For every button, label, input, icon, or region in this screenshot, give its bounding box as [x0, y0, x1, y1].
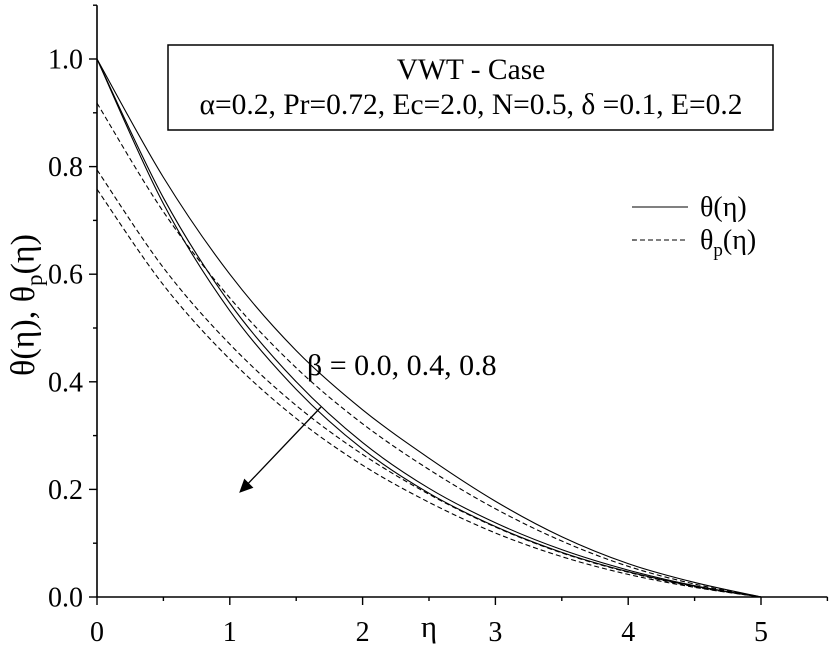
legend: θ(η) θp(η): [632, 192, 756, 261]
x-tick-label: 0: [90, 617, 104, 648]
x-axis-label: η: [421, 609, 437, 644]
series-line-solid-3: [96, 58, 762, 598]
y-axis-label-sub: p: [22, 274, 47, 286]
y-tick-label: 0.8: [48, 152, 83, 183]
y-axis-label-tail: (η): [5, 234, 42, 274]
series-lines-group: [96, 58, 762, 598]
beta-arrow-shaft: [241, 406, 322, 491]
legend-label-theta-p: θp(η): [700, 225, 756, 261]
series-line-solid-2: [96, 58, 762, 598]
y-axis-label: θ(η), θp(η): [5, 234, 47, 376]
x-tick-label: 3: [488, 617, 502, 648]
beta-arrow-head: [239, 478, 254, 493]
series-line-dashed-5: [96, 169, 762, 598]
y-tick-label: 0.0: [48, 583, 83, 614]
x-tick-label: 5: [754, 617, 768, 648]
legend-label-theta-p-main: θ: [700, 225, 713, 256]
chart-title: VWT - Case: [397, 54, 546, 86]
legend-label-theta-p-sub: p: [713, 240, 723, 261]
series-line-dashed-6: [96, 188, 762, 598]
beta-annotation-text: β = 0.0, 0.4, 0.8: [307, 349, 497, 382]
x-tick-label: 1: [223, 617, 237, 648]
title-box: VWT - Case α=0.2, Pr=0.72, Ec=2.0, N=0.5…: [167, 44, 774, 131]
y-tick-label: 0.2: [48, 475, 83, 506]
legend-label-theta: θ(η): [700, 192, 747, 223]
x-tick-label: 4: [621, 617, 635, 648]
title-box-frame: [167, 44, 774, 131]
y-axis-label-main: θ(η), θ: [5, 286, 42, 376]
legend-label-theta-p-tail: (η): [723, 225, 756, 256]
y-tick-label: 1.0: [48, 45, 83, 76]
chart-subtitle: α=0.2, Pr=0.72, Ec=2.0, N=0.5, δ =0.1, E…: [200, 89, 743, 121]
y-tick-label: 0.4: [48, 367, 83, 398]
x-tick-label: 2: [356, 617, 370, 648]
y-tick-label: 0.6: [48, 260, 83, 291]
tick-labels-group: 0 1 2 3 4 5 0.0 0.2 0.4 0.6 0.8 1.0: [48, 45, 768, 649]
axes-group: [89, 4, 829, 605]
series-line-solid-1: [96, 58, 762, 598]
legend-label-theta-main: θ(η): [700, 192, 747, 223]
beta-annotation: β = 0.0, 0.4, 0.8: [239, 349, 497, 493]
